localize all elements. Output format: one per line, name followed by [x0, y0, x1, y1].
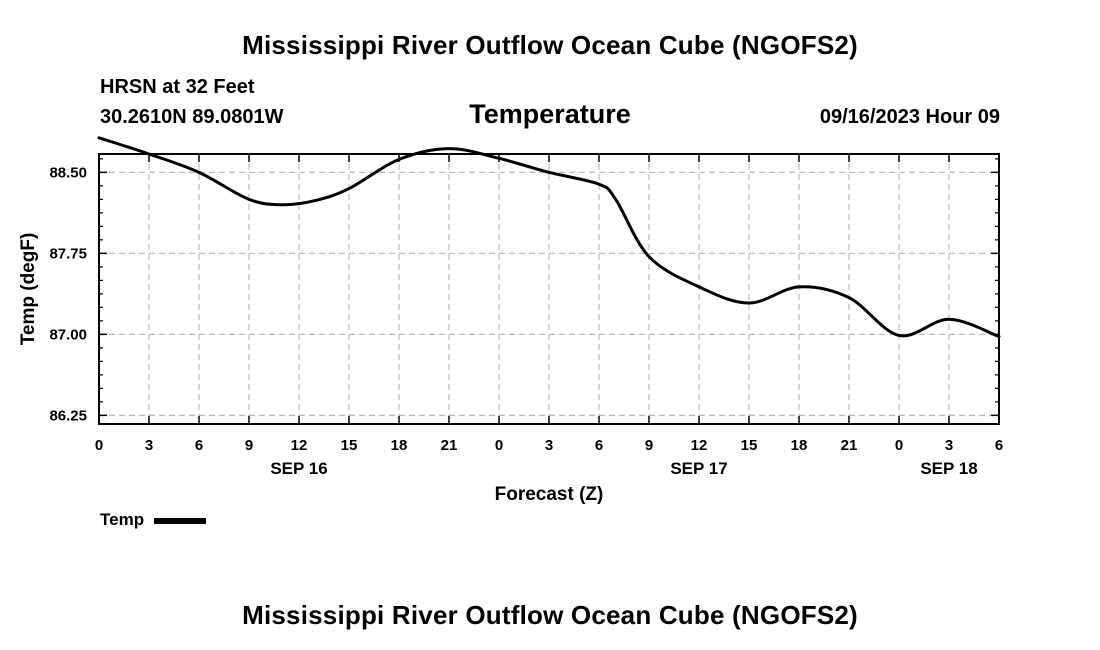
x-tick-label: 6 [995, 437, 1003, 454]
y-axis-label: Temp (degF) [18, 233, 39, 346]
x-tick-label: 12 [691, 437, 708, 454]
y-tick-label: 88.50 [49, 164, 87, 181]
x-date-label: SEP 18 [920, 459, 977, 478]
x-tick-label: 18 [791, 437, 808, 454]
x-tick-label: 15 [741, 437, 758, 454]
x-tick-label: 6 [195, 437, 203, 454]
x-tick-label: 21 [841, 437, 858, 454]
legend-line-swatch [154, 518, 207, 524]
x-tick-label: 15 [341, 437, 358, 454]
y-tick-label: 86.25 [49, 407, 87, 424]
legend: Temp [100, 510, 207, 530]
x-tick-label: 0 [495, 437, 503, 454]
x-tick-label: 0 [95, 437, 103, 454]
variable-title: Temperature [469, 99, 631, 129]
x-tick-label: 3 [545, 437, 553, 454]
x-tick-label: 18 [391, 437, 408, 454]
y-tick-label: 87.75 [49, 245, 87, 262]
x-tick-label: 9 [245, 437, 253, 454]
datetime-label: 09/16/2023 Hour 09 [819, 106, 1000, 128]
y-tick-label: 87.00 [49, 326, 87, 343]
legend-label: Temp [100, 510, 145, 529]
x-date-label: SEP 16 [270, 459, 327, 478]
series-line-temp [97, 136, 1001, 339]
coordinates-label: 30.2610N 89.0801W [100, 106, 284, 128]
chart-title: Mississippi River Outflow Ocean Cube (NG… [242, 30, 858, 60]
x-tick-label: 9 [645, 437, 653, 454]
x-tick-label: 0 [895, 437, 903, 454]
x-tick-label: 3 [145, 437, 153, 454]
footer-title: Mississippi River Outflow Ocean Cube (NG… [242, 600, 858, 630]
x-date-label: SEP 17 [670, 459, 727, 478]
x-tick-label: 3 [945, 437, 953, 454]
x-tick-label: 12 [291, 437, 308, 454]
x-tick-label: 6 [595, 437, 603, 454]
x-tick-label: 21 [441, 437, 458, 454]
station-label: HRSN at 32 Feet [100, 76, 255, 98]
x-axis-label: Forecast (Z) [495, 484, 604, 505]
